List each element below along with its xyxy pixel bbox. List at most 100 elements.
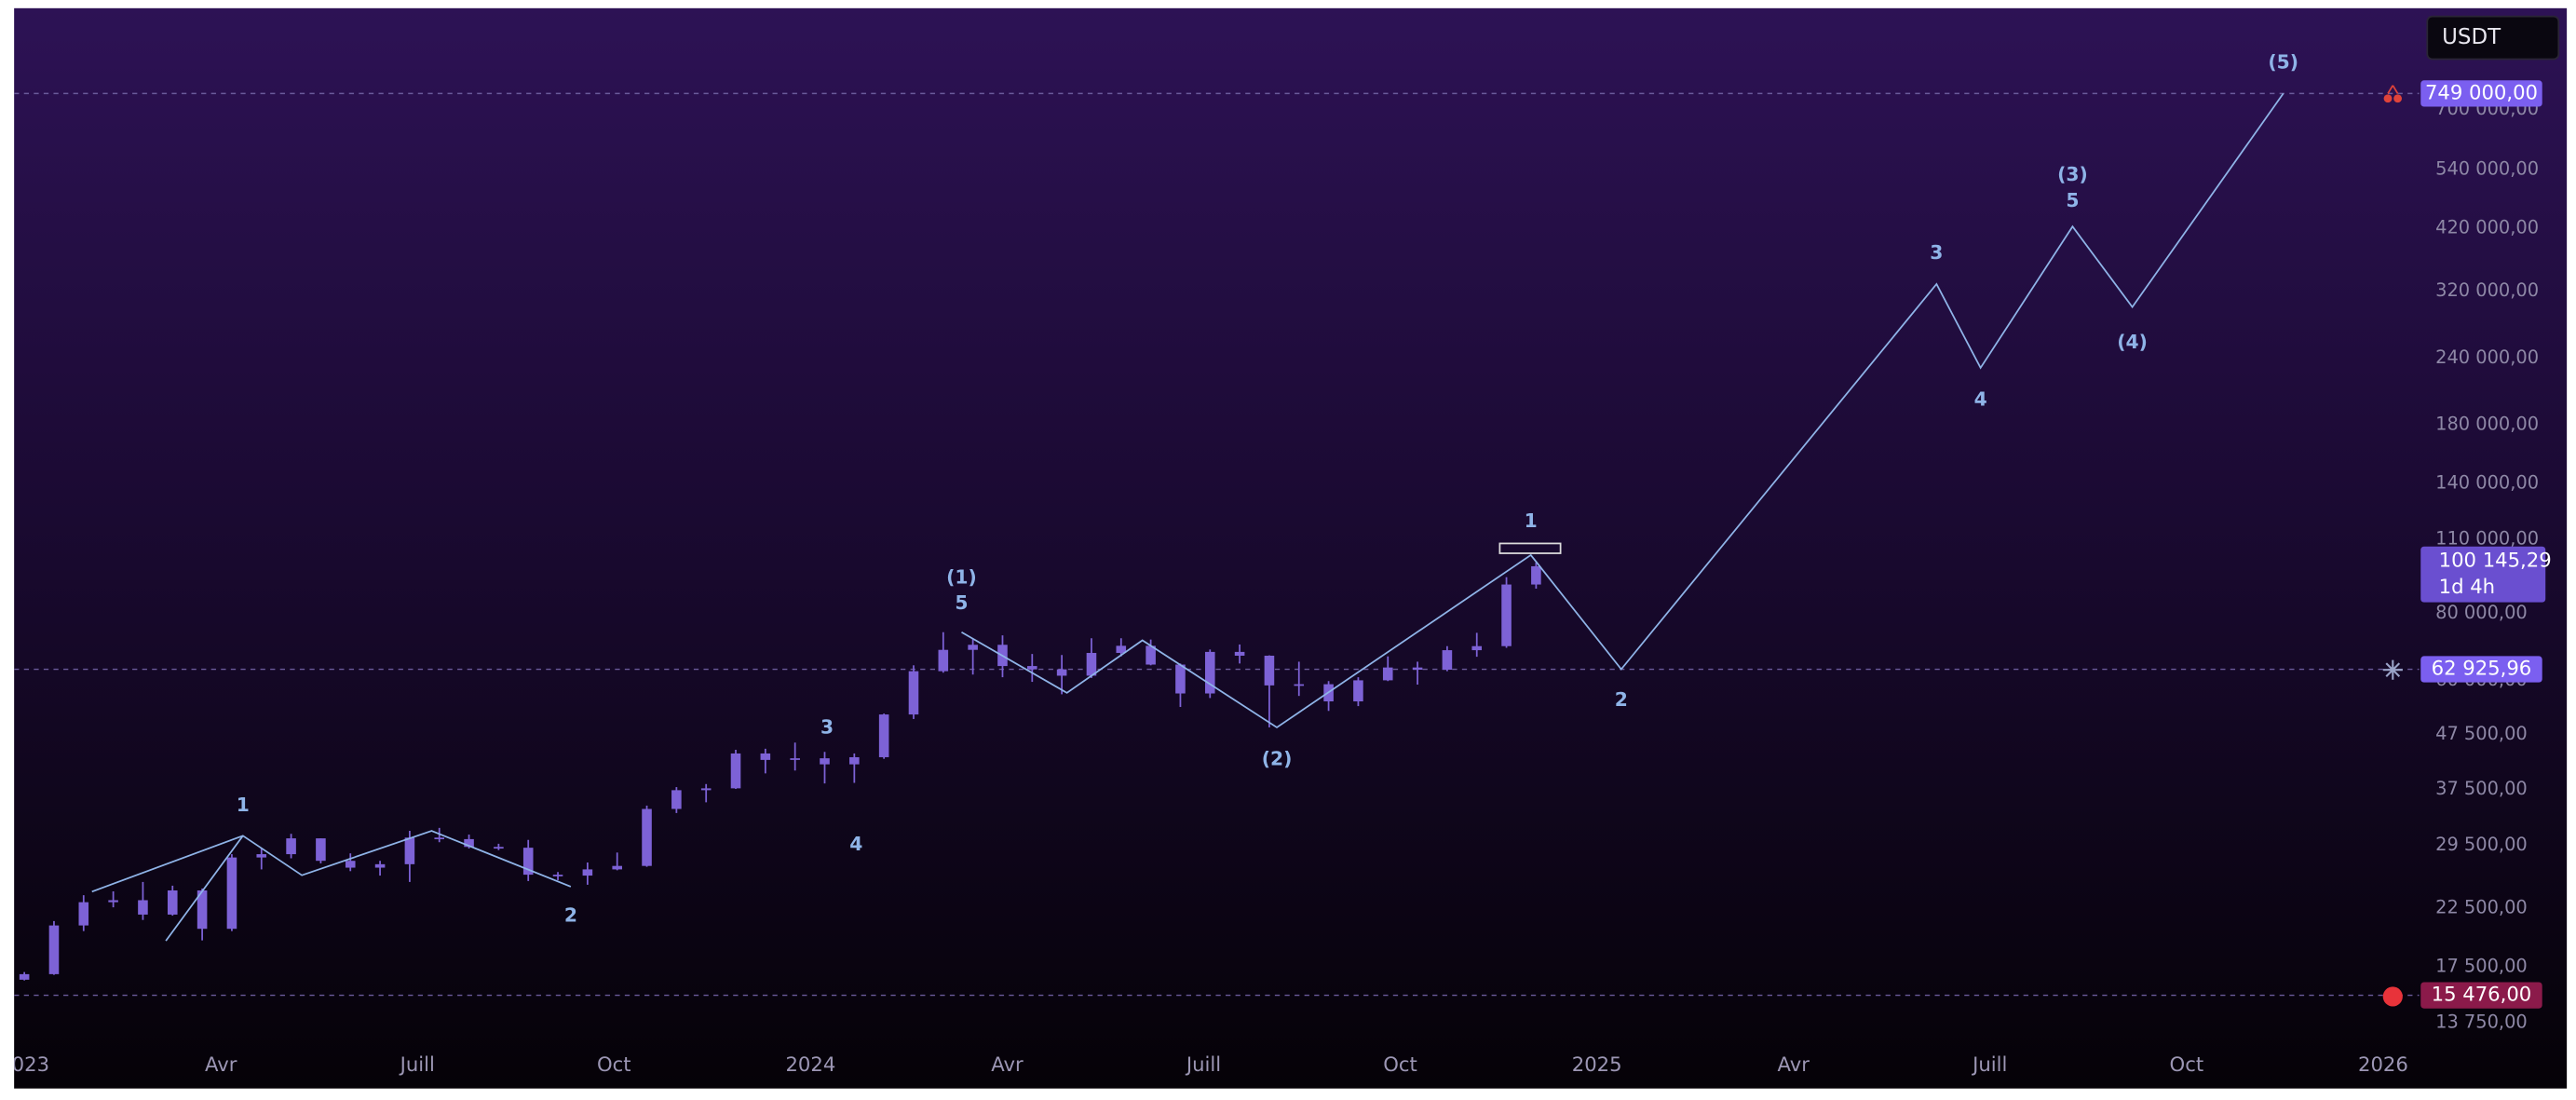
- price-tag: [2420, 656, 2542, 683]
- candle-body: [1204, 651, 1215, 694]
- candle-body: [78, 902, 89, 926]
- x-tick-label: Oct: [2170, 1052, 2204, 1076]
- alert-icon: [2387, 85, 2399, 94]
- y-tick-label: 13 750,00: [2435, 1012, 2528, 1033]
- candle-body: [374, 863, 386, 868]
- currency-box[interactable]: [2426, 15, 2560, 61]
- snow-icon: [2382, 659, 2403, 680]
- wave-label: (1): [946, 566, 977, 589]
- wave-line: [165, 835, 244, 942]
- candle-body: [404, 837, 415, 864]
- wave-label: 3: [1930, 241, 1943, 264]
- candle-body: [226, 857, 237, 930]
- candle-body: [1175, 664, 1186, 694]
- candle-body: [1056, 669, 1067, 676]
- candle-body: [316, 838, 326, 862]
- candle-body: [820, 758, 830, 765]
- y-tick-label: 17 500,00: [2435, 955, 2528, 976]
- y-tick-label: 80 000,00: [2435, 602, 2528, 623]
- candle-body: [968, 645, 978, 650]
- stop-dot: [2382, 986, 2403, 1007]
- candle-body: [108, 900, 118, 903]
- candle-body: [1531, 565, 1541, 585]
- candle-body: [167, 890, 178, 915]
- countdown-label: 1d 4h: [2439, 575, 2495, 598]
- candle-body: [434, 837, 445, 840]
- wave-label: 5: [955, 591, 968, 614]
- candle-body: [1471, 645, 1483, 651]
- candle-body: [849, 756, 860, 765]
- wave-label: 3: [820, 715, 834, 738]
- candle-body: [878, 714, 889, 757]
- x-tick-label: Juill: [399, 1052, 435, 1076]
- x-tick-label: Juill: [1971, 1052, 2007, 1076]
- candle-body: [464, 838, 474, 848]
- x-tick-label: Avr: [1777, 1052, 1810, 1076]
- price-tag-label: 749 000,00: [2425, 80, 2538, 103]
- candle-body: [345, 861, 356, 868]
- alert-icon: [2383, 94, 2393, 103]
- candle-body: [730, 753, 741, 789]
- y-tick-label: 37 500,00: [2435, 778, 2528, 799]
- price-tag-label: 62 925,96: [2432, 657, 2532, 680]
- x-tick-label: Avr: [991, 1052, 1024, 1076]
- last-price-label: 100 145,29: [2439, 549, 2552, 572]
- wave-line: [91, 830, 572, 893]
- y-tick-label: 29 500,00: [2435, 834, 2528, 855]
- candle-body: [138, 900, 148, 915]
- x-tick-label: Oct: [597, 1052, 631, 1076]
- candle-body: [612, 865, 622, 870]
- x-tick-label: 2025: [1572, 1052, 1622, 1076]
- price-tag: [2420, 80, 2542, 107]
- candle-body: [522, 848, 534, 876]
- last-price-tag: [2420, 546, 2546, 603]
- wave-label: 1: [1525, 509, 1538, 532]
- candle-body: [1501, 584, 1512, 646]
- candle-body: [286, 838, 296, 855]
- y-tick-label: 47 500,00: [2435, 723, 2528, 744]
- wave-label: (3): [2057, 163, 2088, 185]
- candle-body: [1116, 645, 1127, 654]
- chart-background: [14, 7, 2568, 1089]
- candle-body: [790, 758, 800, 760]
- candle-body: [671, 790, 682, 809]
- candle-body: [494, 847, 504, 849]
- candle-body: [1442, 650, 1453, 671]
- candle-body: [256, 854, 267, 858]
- y-tick-label: 320 000,00: [2435, 279, 2539, 301]
- wave-line: [961, 92, 2285, 729]
- candle-body: [582, 869, 593, 876]
- candle-body: [1294, 684, 1305, 686]
- candle-body: [1353, 680, 1363, 702]
- axis-icons: [2382, 85, 2403, 1007]
- candle-body: [1234, 651, 1245, 656]
- y-tick-label: 110 000,00: [2435, 528, 2539, 550]
- x-tick-label: Juill: [1185, 1052, 1221, 1076]
- wave-label: 2: [564, 904, 577, 927]
- candle-body: [197, 890, 208, 930]
- candle-body: [552, 875, 563, 876]
- wave-label: 5: [2066, 189, 2079, 211]
- price-tag: [2420, 982, 2542, 1009]
- price-tag-label: 15 476,00: [2432, 983, 2532, 1006]
- candle-body: [1382, 667, 1393, 681]
- wave-label: 4: [849, 833, 862, 855]
- x-tick-label: 2026: [2358, 1052, 2408, 1076]
- currency-label[interactable]: USDT: [2442, 25, 2501, 49]
- target-box: [1498, 542, 1562, 554]
- x-tick-label: Oct: [1383, 1052, 1417, 1076]
- wave-label: (4): [2117, 331, 2148, 353]
- wave-label: 4: [1974, 387, 1987, 410]
- wave-label: (2): [1262, 747, 1293, 769]
- candle-body: [908, 671, 919, 715]
- wave-label: (5): [2268, 50, 2298, 73]
- x-tick-label: 2023: [0, 1052, 49, 1076]
- candle-body: [1146, 645, 1156, 665]
- candle-body: [642, 808, 652, 866]
- y-tick-label: 22 500,00: [2435, 897, 2528, 918]
- candle-body: [19, 973, 30, 980]
- candle-body: [938, 649, 949, 672]
- x-tick-label: Avr: [205, 1052, 237, 1076]
